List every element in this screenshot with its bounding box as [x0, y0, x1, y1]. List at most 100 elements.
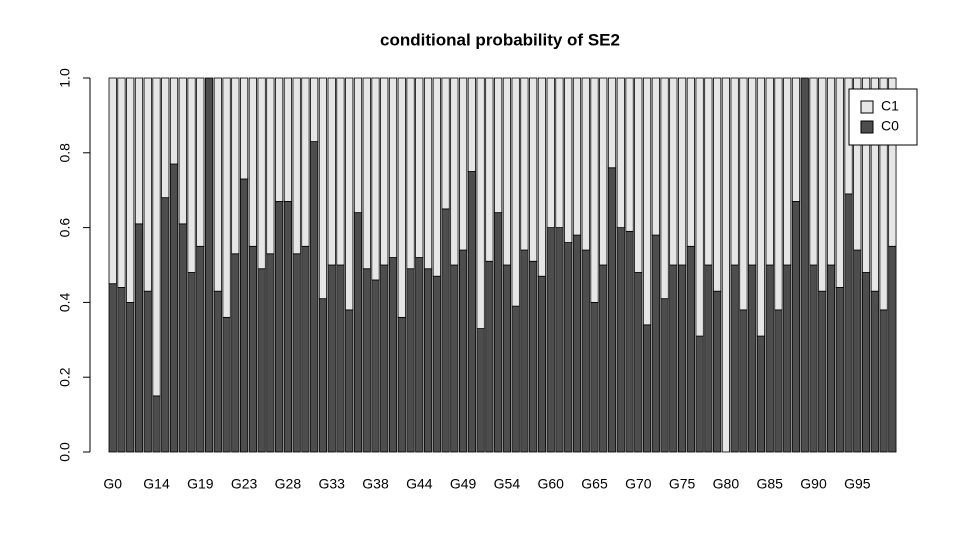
bar-segment	[458, 77, 468, 251]
bar-segment	[213, 290, 222, 453]
bar-segment	[870, 77, 879, 292]
bar-segment	[809, 77, 818, 266]
bar-segment	[204, 77, 214, 453]
bar-segment	[476, 77, 485, 329]
bar-segment	[791, 77, 801, 202]
bar-segment	[756, 77, 766, 337]
bar-segment	[783, 77, 792, 266]
legend-label: C1	[881, 98, 899, 114]
bar-segment	[353, 212, 363, 453]
bar-segment	[555, 77, 564, 229]
bar-segment	[117, 77, 126, 288]
bar-segment	[853, 249, 862, 453]
bar-segment	[844, 193, 853, 453]
y-tick-label: 0.6	[57, 218, 73, 238]
bar-segment	[809, 264, 818, 453]
bar-segment	[625, 230, 634, 453]
bar-segment	[511, 305, 520, 453]
bar-segment	[362, 77, 371, 270]
bar-segment	[704, 77, 713, 266]
bar-segment	[388, 77, 398, 258]
bar-segment	[441, 77, 450, 210]
bar-segment	[336, 77, 345, 266]
bar-segment	[283, 201, 293, 453]
bar-segment	[529, 77, 538, 262]
bar-segment	[730, 77, 739, 266]
bar-segment	[239, 178, 249, 453]
bar-segment	[143, 290, 152, 453]
bar-segment	[353, 77, 363, 214]
bar-segment	[502, 264, 512, 453]
bar-segment	[835, 287, 844, 453]
bar-segment	[169, 77, 179, 165]
bar-segment	[327, 264, 336, 453]
bar-segment	[318, 298, 328, 453]
bar-segment	[590, 77, 599, 303]
bar-segment	[756, 335, 766, 453]
bar-segment	[774, 309, 783, 453]
bar-segment	[108, 283, 117, 453]
x-tick-label: G85	[756, 476, 783, 492]
bar-segment	[178, 77, 187, 225]
x-tick-label: G0	[103, 476, 122, 492]
chart-title: conditional probability of SE2	[380, 30, 620, 49]
bar-segment	[581, 249, 590, 453]
bar-segment	[406, 268, 415, 453]
bar-segment	[826, 264, 836, 453]
bar-segment	[748, 264, 757, 453]
bar-segment	[739, 309, 748, 453]
bar-segment	[126, 77, 135, 303]
bar-segment	[187, 272, 196, 453]
x-tick-label: G33	[318, 476, 345, 492]
bar-segment	[572, 77, 582, 236]
x-tick-label: G65	[581, 476, 608, 492]
bar-segment	[494, 77, 503, 214]
bar-segment	[546, 77, 555, 229]
bar-segment	[616, 77, 625, 229]
bar-segment	[634, 272, 643, 453]
bar-segment	[607, 77, 617, 169]
bar-segment	[388, 257, 398, 453]
bar-segment	[415, 77, 424, 258]
bar-segment	[564, 242, 573, 453]
x-tick-label: G90	[800, 476, 827, 492]
legend-swatch	[860, 120, 874, 134]
bar-segment	[441, 208, 450, 453]
bar-segment	[537, 275, 547, 453]
bar-segment	[301, 245, 310, 453]
x-tick-label: G95	[844, 476, 871, 492]
bar-segment	[511, 77, 520, 307]
bar-segment	[423, 268, 433, 453]
x-tick-label: G14	[143, 476, 170, 492]
bar-segment	[371, 279, 380, 453]
bar-segment	[818, 290, 827, 453]
bar-segment	[117, 287, 126, 453]
bar-segment	[196, 77, 205, 247]
bar-segment	[678, 77, 687, 266]
bar-segment	[678, 264, 687, 453]
bar-segment	[134, 77, 144, 225]
bar-segment	[397, 77, 406, 318]
bar-segment	[397, 316, 406, 453]
bar-segment	[607, 167, 617, 453]
bar-segment	[310, 77, 319, 142]
bar-segment	[494, 212, 503, 453]
bar-segment	[467, 77, 476, 172]
bar-segment	[231, 253, 240, 453]
bar-segment	[879, 77, 888, 311]
x-tick-label: G28	[275, 476, 302, 492]
bar-segment	[888, 77, 897, 247]
bar-segment	[564, 77, 573, 243]
bar-segment	[704, 264, 713, 453]
bar-segment	[774, 77, 783, 311]
x-tick-label: G19	[187, 476, 214, 492]
bar-segment	[108, 77, 117, 285]
y-tick-label: 0.4	[57, 292, 73, 312]
legend-swatch	[860, 100, 874, 114]
bar-segment	[134, 223, 144, 453]
bar-segment	[721, 77, 731, 453]
bar-segment	[800, 77, 809, 453]
bar-segment	[169, 163, 179, 453]
bar-segment	[861, 77, 871, 273]
bar-segment	[651, 234, 660, 453]
